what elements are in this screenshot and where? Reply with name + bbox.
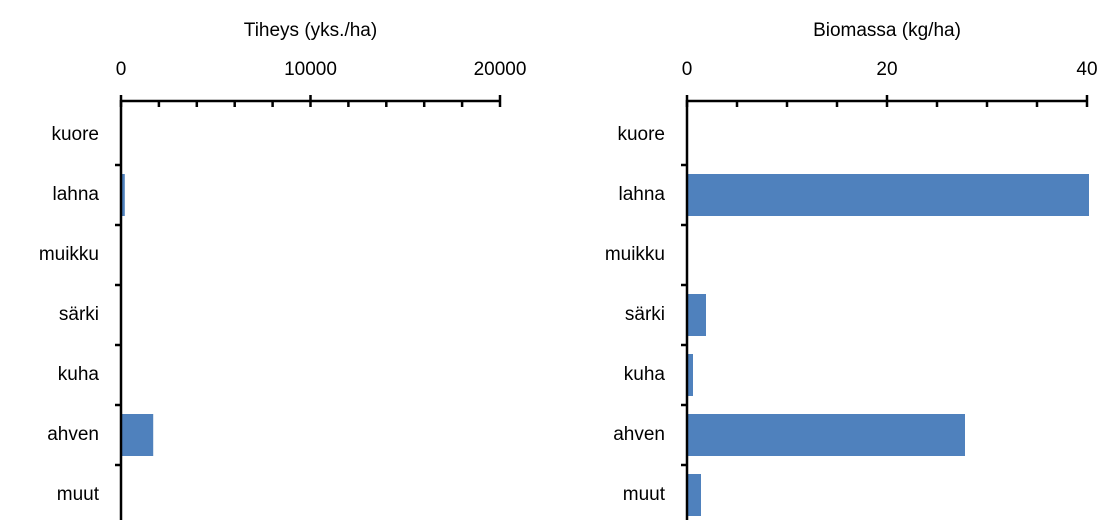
y-tick-label: ahven	[613, 424, 665, 445]
y-tick-label: muikku	[605, 244, 665, 265]
bar	[121, 414, 154, 456]
x-tick-label: 0	[116, 59, 127, 80]
y-tick-label: muut	[57, 484, 100, 505]
bar	[121, 174, 125, 216]
y-tick-label: kuore	[617, 124, 665, 145]
x-tick-label: 20	[876, 59, 897, 80]
x-tick-label: 10000	[284, 59, 337, 80]
bar	[687, 294, 706, 336]
bar	[687, 354, 693, 396]
axis-title: Tiheys (yks./ha)	[244, 20, 377, 41]
x-tick-label: 20000	[474, 59, 527, 80]
y-tick-label: lahna	[53, 184, 100, 205]
bar	[687, 414, 965, 456]
bar	[687, 474, 701, 516]
x-tick-label: 0	[682, 59, 693, 80]
y-tick-label: särki	[59, 304, 99, 325]
y-tick-label: kuha	[58, 364, 100, 385]
y-tick-label: muikku	[39, 244, 99, 265]
y-tick-label: särki	[625, 304, 665, 325]
y-tick-label: ahven	[47, 424, 99, 445]
axis-title: Biomassa (kg/ha)	[813, 20, 961, 41]
y-tick-label: lahna	[619, 184, 666, 205]
y-tick-label: kuore	[51, 124, 99, 145]
y-tick-label: muut	[623, 484, 666, 505]
y-tick-label: kuha	[624, 364, 666, 385]
bar	[687, 174, 1089, 216]
x-tick-label: 40	[1076, 59, 1097, 80]
